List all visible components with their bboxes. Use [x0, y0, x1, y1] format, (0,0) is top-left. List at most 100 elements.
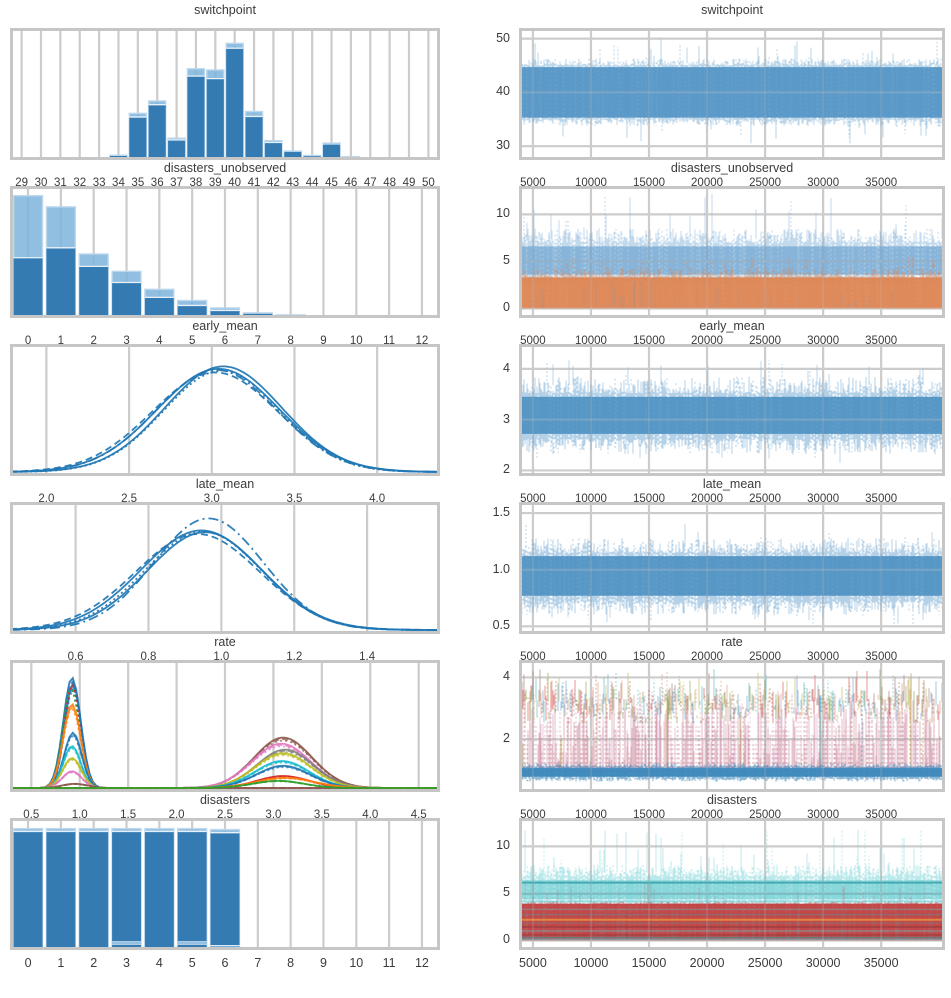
x-tick-label: 35: [131, 177, 145, 186]
x-tick-label: 6: [221, 956, 229, 970]
clipped-x-tick-labels: 5000 10000 15000 20000 25000 30000 35000: [476, 651, 951, 660]
mcmc-trace-plot-figure: switchpoint switchpoint 30 40 50 disasters…: [0, 2, 951, 976]
x-tick-label: 11: [383, 335, 396, 344]
plot-canvas-switchpoint-trace: [519, 28, 945, 160]
x-tick-label: 1.5: [120, 809, 137, 818]
x-tick-label: 10000: [574, 651, 607, 660]
x-tick-label: 1: [57, 335, 65, 344]
plot-title: early_mean: [699, 319, 765, 333]
x-tick-label: 42: [267, 177, 280, 186]
figure-row-rate: rate 0.6 0.8 1.0 1.2 1.4 rate 5000 10000 15000…: [0, 634, 951, 792]
x-tick-label: 2: [90, 335, 97, 344]
x-tick-label: 15000: [633, 651, 665, 660]
y-tick-label: 1.5: [492, 505, 510, 520]
plot-title: disasters: [199, 793, 251, 807]
y-tick-label: 3: [503, 411, 510, 426]
plot-canvas-rate-posterior: [10, 660, 440, 792]
x-tick-label: 4: [156, 335, 163, 344]
x-tick-labels: 5000 10000 15000 20000 25000 30000 35000: [476, 950, 951, 976]
plot-title: disasters_unobserved: [670, 161, 794, 175]
subplot-early-mean-posterior: early_mean 0 1 2 3 4 5 6 7 8 9 10 11 12: [0, 318, 476, 476]
x-tick-label: 3: [123, 335, 130, 344]
x-tick-label: 9: [320, 335, 327, 344]
clipped-x-tick-labels: [476, 19, 951, 28]
x-tick-label: 30000: [805, 956, 841, 970]
figure-row-disasters: disasters 0.5 1.0 1.5 2.0 2.5 3.0 3.5 4.0 4.5 0 1…: [0, 792, 951, 976]
clipped-x-tick-labels: 2.0 2.5 3.0 3.5 4.0: [0, 493, 476, 502]
x-tick-label: 49: [402, 177, 416, 186]
plot-canvas-switchpoint-posterior: [10, 28, 440, 160]
plot-title: late_mean: [195, 477, 255, 491]
x-tick-labels: 0 1 2 3 4 5 6 7 8 9 10 11 12: [0, 950, 476, 976]
x-tick-label: 10000: [574, 335, 607, 344]
x-tick-label: 20000: [691, 335, 724, 344]
x-tick-label: 35000: [865, 335, 898, 344]
x-tick-label: 30: [34, 177, 48, 186]
subplot-disasters-trace: disasters 5000 10000 15000 20000 25000 30000 3…: [476, 792, 951, 976]
x-tick-label: 4: [155, 956, 163, 970]
x-tick-label: 41: [247, 177, 261, 186]
x-tick-label: 2: [90, 956, 98, 970]
x-tick-label: 20000: [691, 809, 724, 818]
x-tick-label: 5: [188, 956, 196, 970]
x-tick-label: 15000: [633, 809, 665, 818]
x-tick-label: 10000: [574, 809, 607, 818]
x-tick-label: 33: [92, 177, 106, 186]
subplot-switchpoint-trace: switchpoint 30 40 50: [476, 2, 951, 160]
figure-row-disasters-unobserved: disasters_unobserved 29 30 31 32 33 34 35 36 37 3…: [0, 160, 951, 318]
x-tick-label: 4.0: [369, 493, 386, 502]
x-tick-label: 35000: [865, 809, 898, 818]
clipped-x-tick-labels: 29 30 31 32 33 34 35 36 37 38 39 40 41 42 43 44 45 46 47 48…: [0, 177, 476, 186]
x-tick-label: 10000: [574, 493, 607, 502]
x-tick-label: 0.6: [67, 651, 84, 660]
plot-title: switchpoint: [194, 3, 256, 17]
x-tick-label: 20000: [691, 177, 724, 186]
clipped-x-tick-labels: 5000 10000 15000 20000 25000 30000 35000: [476, 335, 951, 344]
y-tick-label: 5: [503, 253, 510, 268]
plot-title: rate: [721, 635, 743, 649]
y-tick-label: 2: [503, 462, 510, 477]
x-tick-label: 15000: [631, 956, 667, 970]
x-tick-label: 25000: [749, 177, 782, 186]
y-tick-label: 0.5: [492, 618, 510, 633]
subplot-late-mean-trace: late_mean 5000 10000 15000 20000 25000 30000 3…: [476, 476, 951, 634]
x-tick-label: 8: [287, 956, 295, 970]
x-tick-label: 12: [414, 956, 429, 970]
subplot-early-mean-trace: early_mean 5000 10000 15000 20000 25000 30000…: [476, 318, 951, 476]
x-tick-label: 4.5: [410, 809, 427, 818]
subplot-rate-trace: rate 5000 10000 15000 20000 25000 30000 35000 …: [476, 634, 951, 792]
subplot-disasters-posterior: disasters 0.5 1.0 1.5 2.0 2.5 3.0 3.5 4.0 4.5 0 1…: [0, 792, 476, 976]
x-tick-label: 3.0: [203, 493, 220, 502]
y-tick-label: 40: [496, 84, 510, 99]
clipped-x-tick-labels: 5000 10000 15000 20000 25000 30000 35000: [476, 493, 951, 502]
x-tick-label: 32: [73, 177, 87, 186]
y-tick-label: 0: [503, 932, 510, 947]
x-tick-label: 1.4: [359, 651, 376, 660]
plot-title: disasters: [706, 793, 758, 807]
x-tick-label: 11: [382, 956, 396, 970]
x-tick-label: 4.0: [362, 809, 379, 818]
x-tick-label: 6: [221, 335, 229, 344]
clipped-x-tick-labels: 0 1 2 3 4 5 6 7 8 9 10 11 12: [0, 335, 476, 344]
clipped-x-tick-labels: [0, 19, 476, 28]
plot-title: switchpoint: [701, 3, 763, 17]
figure-row-switchpoint: switchpoint switchpoint 30 40 50: [0, 2, 951, 160]
x-tick-label: 20000: [691, 493, 724, 502]
x-tick-label: 20000: [689, 956, 725, 970]
x-tick-label: 7: [254, 335, 262, 344]
plot-canvas-disasters-trace: [519, 818, 945, 950]
x-tick-label: 35000: [865, 177, 898, 186]
plot-title: late_mean: [702, 477, 762, 491]
x-tick-label: 48: [383, 177, 397, 186]
y-tick-label: 0: [503, 300, 510, 315]
clipped-x-tick-labels: 0.5 1.0 1.5 2.0 2.5 3.0 3.5 4.0 4.5: [0, 809, 476, 818]
x-tick-label: 46: [344, 177, 358, 186]
clipped-x-tick-labels: 0.6 0.8 1.0 1.2 1.4: [0, 651, 476, 660]
plot-title: rate: [214, 635, 236, 649]
x-tick-label: 10: [349, 335, 363, 344]
x-tick-label: 40: [228, 177, 242, 186]
x-tick-label: 30000: [807, 493, 840, 502]
plot-canvas-rate-trace: [519, 660, 945, 792]
plot-canvas-early-mean-trace: [519, 344, 945, 476]
y-tick-label: 4: [503, 669, 510, 684]
